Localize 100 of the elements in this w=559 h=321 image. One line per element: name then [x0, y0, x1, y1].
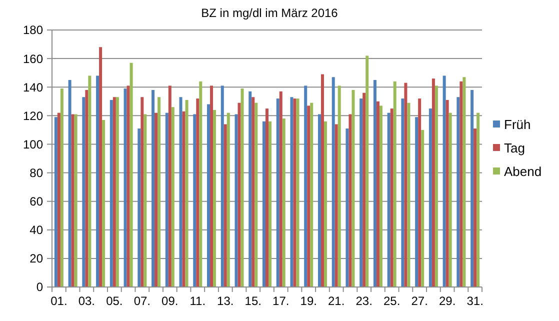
bar — [254, 102, 258, 287]
bar — [234, 114, 238, 287]
bar — [320, 74, 324, 287]
bar — [401, 98, 404, 287]
bar — [407, 102, 410, 287]
bar — [226, 112, 230, 287]
y-tick-label: 40 — [30, 223, 44, 238]
x-tick-label: 11. — [190, 294, 206, 308]
bar — [196, 98, 200, 287]
x-tick-label: 25. — [383, 294, 400, 308]
bar — [220, 86, 224, 287]
bar — [366, 56, 369, 287]
bar — [415, 117, 418, 287]
bar — [144, 114, 147, 287]
bar — [60, 88, 64, 287]
y-tick-label: 160 — [22, 52, 44, 66]
bar — [124, 88, 127, 287]
y-tick-label: 120 — [22, 108, 44, 123]
bar — [74, 114, 78, 287]
bar — [152, 90, 155, 287]
bar — [462, 77, 466, 287]
legend-label: Früh — [504, 117, 531, 132]
bar — [138, 128, 141, 287]
bar — [99, 47, 102, 287]
bar — [362, 92, 366, 287]
bar — [185, 100, 188, 287]
bar — [168, 86, 172, 287]
x-tick-label: 31. — [466, 294, 484, 308]
legend-label: Abend — [504, 164, 542, 180]
x-tick-label: 21. — [328, 294, 345, 308]
bar — [88, 76, 92, 287]
bar — [446, 100, 449, 287]
x-tick-label: 19. — [300, 294, 317, 308]
x-tick-label: 15. — [244, 294, 262, 308]
bar — [448, 112, 452, 287]
bar — [276, 98, 280, 287]
x-tick-label: 07. — [134, 294, 151, 308]
bar — [290, 97, 294, 287]
x-tick-label: 29. — [438, 294, 456, 308]
y-tick-label: 180 — [22, 23, 44, 38]
bar — [265, 108, 268, 287]
bar — [352, 90, 355, 287]
bar — [282, 118, 286, 287]
bar — [390, 108, 394, 287]
bar — [332, 77, 335, 287]
bar — [262, 121, 266, 287]
x-tick-label: 01. — [50, 294, 68, 308]
bar — [476, 112, 480, 287]
bar — [456, 97, 460, 287]
bar — [57, 112, 60, 287]
bar — [324, 121, 327, 287]
bar — [348, 114, 352, 287]
bar — [428, 108, 432, 287]
bar — [240, 88, 244, 287]
bar — [252, 97, 255, 287]
bar — [182, 111, 186, 287]
y-tick-label: 20 — [30, 252, 44, 266]
bar — [334, 124, 338, 287]
bar — [393, 81, 396, 287]
bar — [318, 114, 321, 287]
bar — [158, 97, 161, 287]
bar — [346, 128, 349, 287]
bar — [71, 114, 74, 287]
bar — [85, 90, 88, 287]
bar — [307, 106, 310, 287]
bar — [404, 82, 408, 287]
bar — [210, 86, 214, 287]
bar — [421, 130, 424, 287]
bar — [460, 81, 463, 287]
bar — [140, 97, 144, 287]
bar — [130, 62, 133, 287]
bar — [207, 104, 210, 287]
bar — [213, 110, 216, 287]
bar — [224, 124, 227, 287]
bar — [268, 121, 272, 287]
y-tick-label: 100 — [22, 137, 44, 152]
bar — [360, 98, 363, 287]
bar — [112, 97, 116, 287]
bar — [387, 112, 390, 287]
x-tick-label: 17. — [272, 294, 290, 308]
y-tick-label: 0 — [36, 280, 44, 294]
bar — [199, 81, 202, 287]
bar — [82, 97, 86, 287]
chart-title: BZ in mg/dl im März 2016 — [201, 6, 338, 20]
x-tick-label: 03. — [78, 294, 96, 308]
bar — [432, 78, 435, 287]
bar — [470, 90, 474, 287]
x-tick-label: 23. — [356, 294, 372, 308]
bar — [338, 86, 341, 287]
bar — [296, 98, 300, 287]
bar — [165, 112, 168, 287]
bar — [279, 91, 282, 287]
x-tick-label: 27. — [411, 294, 428, 308]
bar — [238, 102, 241, 287]
bar — [193, 114, 196, 287]
bar — [373, 80, 376, 287]
bar — [102, 120, 106, 287]
bar — [179, 97, 182, 287]
x-tick-label: 09. — [162, 294, 178, 308]
bar — [376, 101, 380, 287]
